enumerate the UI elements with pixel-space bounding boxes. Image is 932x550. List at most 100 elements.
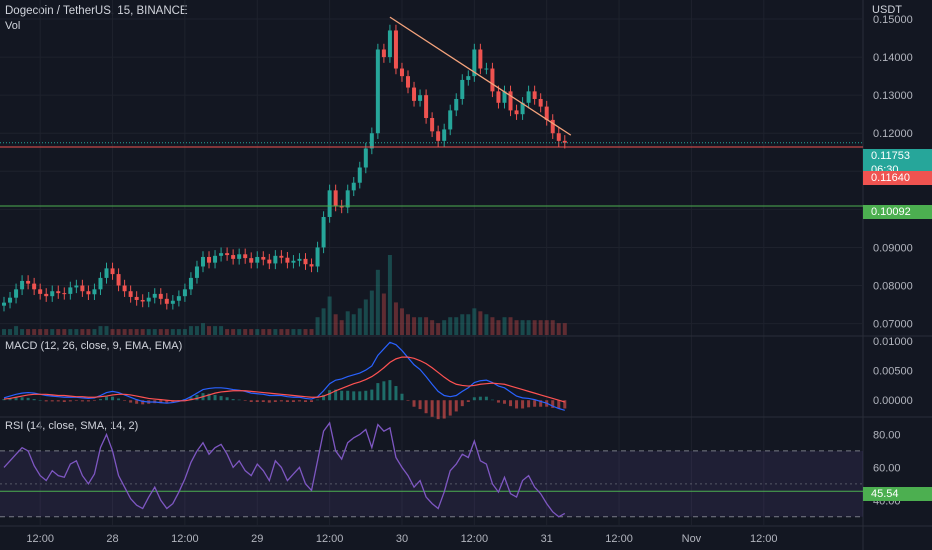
- macd-histogram-bar: [2, 399, 6, 401]
- macd-histogram-bar: [207, 393, 211, 401]
- macd-histogram-bar: [370, 389, 374, 401]
- macd-histogram-bar: [352, 391, 356, 401]
- volume-bar: [219, 326, 224, 335]
- macd-histogram-bar: [38, 400, 42, 401]
- macd-histogram-bar: [316, 399, 320, 401]
- volume-bar: [255, 329, 260, 335]
- last-price-value: 0.11753: [871, 150, 910, 162]
- volume-bar: [399, 308, 404, 335]
- volume-bar: [562, 323, 567, 335]
- macd-histogram-bar: [225, 397, 229, 401]
- macd-histogram-bar: [50, 400, 54, 402]
- volume-bar: [291, 329, 296, 335]
- volume-bar: [249, 329, 254, 335]
- candle-body: [68, 287, 73, 294]
- candle-body: [207, 256, 212, 263]
- candle-body: [412, 87, 417, 101]
- volume-bar: [194, 326, 199, 335]
- macd-histogram-bar: [26, 397, 30, 401]
- macd-histogram-bar: [189, 397, 193, 401]
- candle-body: [152, 293, 157, 298]
- volume-bar: [170, 329, 175, 335]
- macd-histogram-bar: [484, 396, 488, 401]
- macd-histogram-bar: [159, 400, 163, 404]
- macd-histogram-bar: [310, 400, 314, 402]
- signal-line: [3, 356, 565, 403]
- volume-bar: [188, 326, 193, 335]
- volume-bar: [532, 320, 537, 335]
- volume-bar: [44, 329, 49, 335]
- candle-body: [424, 95, 429, 119]
- price-tick-label: 0.12000: [873, 128, 913, 140]
- macd-histogram-bar: [551, 400, 555, 408]
- volume-bar: [502, 317, 507, 335]
- volume-bar: [14, 326, 19, 335]
- candle-body: [8, 297, 13, 303]
- candle-body: [550, 119, 555, 134]
- rsi-tick-label: 60.00: [873, 462, 901, 474]
- macd-histogram-bar: [117, 398, 121, 401]
- macd-histogram-bar: [62, 400, 66, 402]
- macd-histogram-bar: [80, 400, 84, 402]
- candle-body: [472, 49, 477, 77]
- macd-histogram-bar: [20, 397, 24, 401]
- macd-histogram-bar: [364, 390, 368, 401]
- macd-histogram-bar: [509, 400, 513, 407]
- candle-body: [381, 49, 386, 58]
- macd-histogram-bar: [297, 400, 301, 402]
- candle-body: [116, 274, 121, 286]
- volume-label: Vol: [5, 20, 21, 32]
- macd-histogram-bar: [430, 400, 434, 417]
- macd-histogram-bar: [249, 400, 253, 402]
- red-line-badge: 0.11640: [863, 171, 932, 185]
- candle-body: [194, 266, 199, 278]
- currency-label: USDT: [872, 4, 902, 16]
- candle-body: [436, 131, 441, 141]
- volume-bar: [424, 317, 429, 335]
- volume-bar: [315, 317, 320, 335]
- candle-body: [56, 291, 61, 294]
- volume-bar: [490, 317, 495, 335]
- volume-bar: [32, 329, 37, 335]
- macd-histogram-bar: [111, 396, 115, 401]
- candle-body: [357, 167, 362, 183]
- volume-bar: [357, 308, 362, 335]
- macd-histogram-bar: [424, 400, 428, 414]
- volume-bar: [448, 317, 453, 335]
- macd-histogram-bar: [213, 394, 217, 401]
- price-tick-label: 0.15000: [873, 14, 913, 26]
- volume-bar: [243, 329, 248, 335]
- candle-body: [363, 148, 368, 168]
- candle-body: [170, 300, 175, 304]
- candle-body: [351, 182, 356, 191]
- candle-body: [526, 91, 531, 103]
- volume-bar: [20, 329, 25, 335]
- volume-bar: [550, 320, 555, 335]
- macd-histogram-bar: [98, 399, 102, 401]
- candle-body: [430, 118, 435, 132]
- volume-bar: [261, 329, 266, 335]
- volume-bar: [62, 329, 67, 335]
- candle-body: [237, 254, 242, 259]
- price-tick-label: 0.07000: [873, 319, 913, 331]
- volume-bar: [327, 296, 332, 335]
- rsi-line: [3, 421, 566, 518]
- candle-body: [80, 285, 85, 292]
- candle-body: [496, 91, 501, 103]
- candle-body: [182, 289, 187, 297]
- candle-body: [249, 258, 254, 263]
- macd-histogram-bar: [285, 400, 289, 402]
- macd-tick-label: 0.00000: [873, 395, 913, 407]
- candle-body: [339, 205, 344, 208]
- volume-bar: [436, 323, 441, 335]
- candle-body: [62, 293, 67, 295]
- time-tick-label: 12:00: [26, 533, 54, 545]
- support-line-badge: 0.10092: [863, 205, 932, 219]
- candle-body: [399, 68, 404, 77]
- macd-histogram-bar: [267, 400, 271, 403]
- candle-body: [333, 190, 338, 206]
- rsi-badge-value: 45.54: [871, 488, 899, 500]
- candle-body: [315, 247, 320, 267]
- volume-bar: [508, 317, 513, 335]
